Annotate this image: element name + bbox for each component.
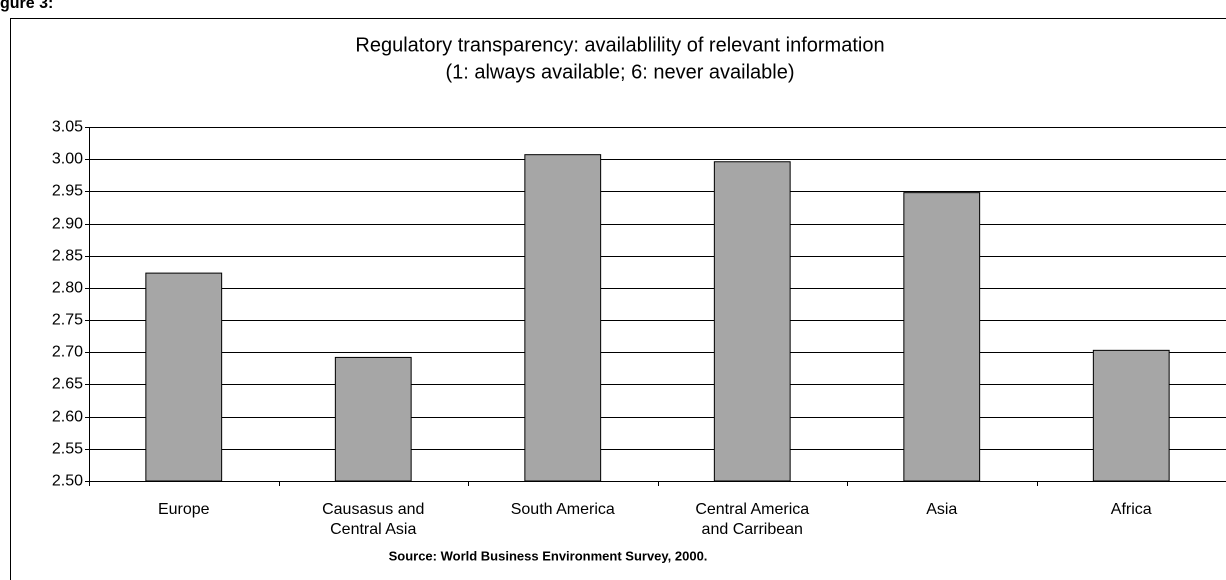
y-tick-label: 2.60 xyxy=(52,409,83,426)
bar xyxy=(903,192,981,482)
chart-frame xyxy=(10,18,1226,580)
y-tick-label: 2.50 xyxy=(52,473,83,490)
y-tick-label: 3.00 xyxy=(52,151,83,168)
chart-subtitle: (1: always available; 6: never available… xyxy=(445,61,794,83)
source-note: Source: World Business Environment Surve… xyxy=(389,548,708,563)
y-tick-label: 2.85 xyxy=(52,248,83,265)
y-tick-label: 2.70 xyxy=(52,344,83,361)
x-tick-label: Central America and Carribean xyxy=(695,501,810,538)
x-tick-label: Europe xyxy=(157,501,210,518)
bar xyxy=(1092,349,1170,482)
y-tick-label: 2.75 xyxy=(52,312,83,329)
y-tick-label: 3.05 xyxy=(52,119,83,136)
bar xyxy=(145,272,223,482)
y-tick-label: 2.55 xyxy=(52,441,83,458)
y-tick-label: 2.65 xyxy=(52,376,83,393)
figure-label: gure 3: xyxy=(0,0,53,12)
bar xyxy=(713,161,791,482)
bar xyxy=(524,154,602,482)
chart-title: Regulatory transparency: availablility o… xyxy=(355,34,884,56)
x-tick-label: Africa xyxy=(1110,501,1152,518)
y-tick-label: 2.95 xyxy=(52,183,83,200)
bar xyxy=(334,356,412,482)
y-tick-label: 2.90 xyxy=(52,216,83,233)
x-tick-label: Causasus and Central Asia xyxy=(322,501,425,538)
x-tick-label: South America xyxy=(510,501,615,518)
y-tick-label: 2.80 xyxy=(52,280,83,297)
x-tick-label: Asia xyxy=(926,501,958,518)
